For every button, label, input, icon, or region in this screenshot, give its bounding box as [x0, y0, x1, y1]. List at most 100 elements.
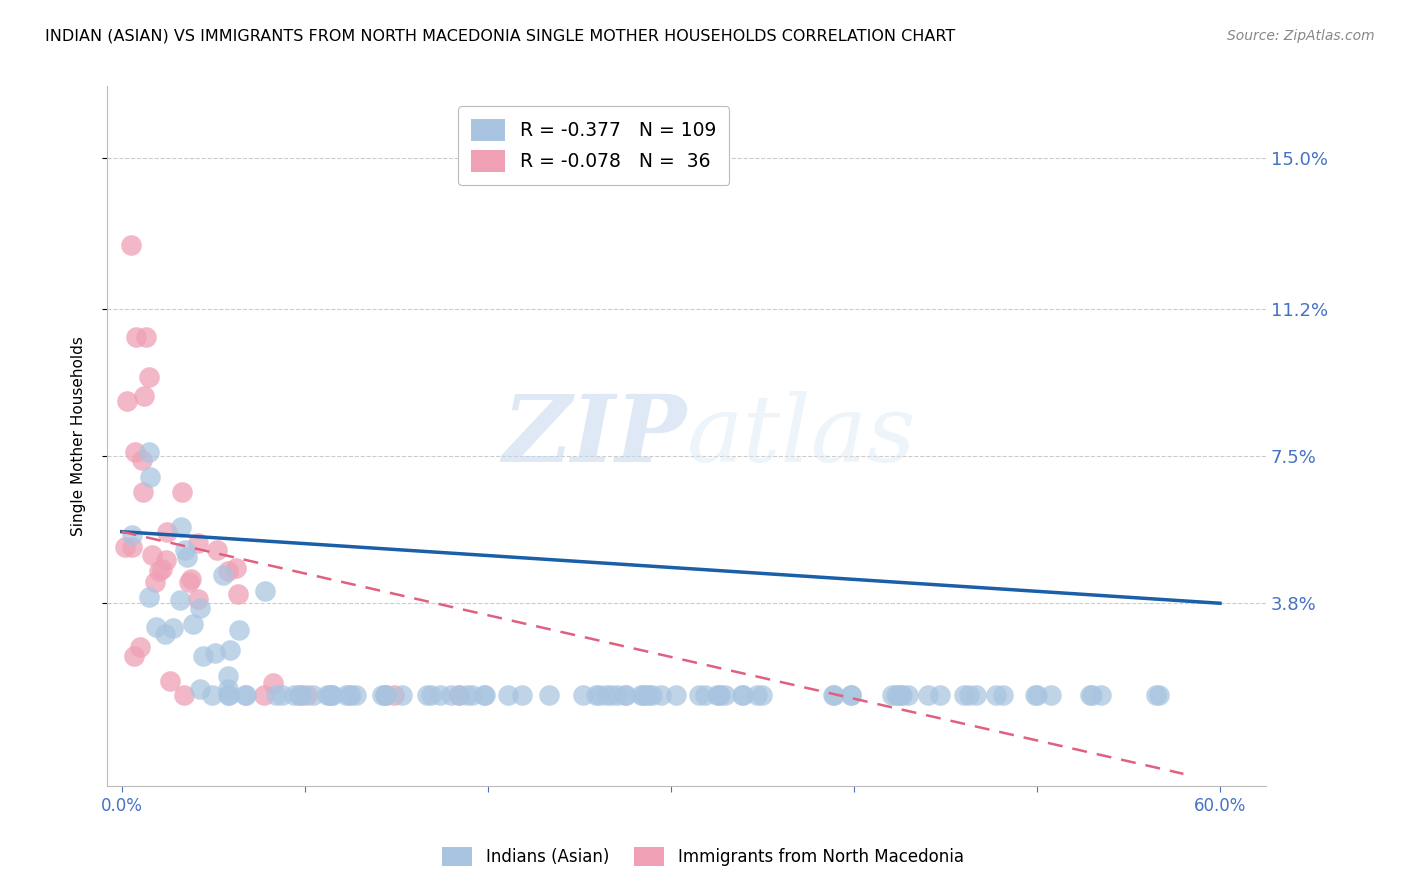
Point [588, 688, 610, 702]
Point [139, 470, 162, 484]
Text: atlas: atlas [686, 392, 915, 482]
Point [271, 688, 294, 702]
Point [114, 541, 136, 555]
Point [135, 329, 157, 343]
Point [474, 688, 496, 702]
Point [217, 669, 239, 683]
Text: Source: ZipAtlas.com: Source: ZipAtlas.com [1227, 29, 1375, 43]
Point [374, 688, 396, 702]
Point [537, 688, 560, 702]
Point [225, 561, 247, 575]
Point [316, 688, 339, 702]
Point [187, 592, 209, 607]
Point [382, 688, 405, 702]
Point [709, 688, 731, 702]
Point [440, 688, 463, 702]
Point [176, 549, 198, 564]
Point [633, 688, 655, 702]
Point [193, 648, 215, 663]
Point [991, 688, 1014, 702]
Point [953, 688, 976, 702]
Point [897, 688, 920, 702]
Point [170, 485, 193, 500]
Point [153, 627, 176, 641]
Point [747, 688, 769, 702]
Point [169, 592, 191, 607]
Point [731, 688, 754, 702]
Point [337, 688, 360, 702]
Point [217, 564, 239, 578]
Point [650, 688, 672, 702]
Point [138, 369, 160, 384]
Point [665, 688, 688, 702]
Point [120, 238, 142, 252]
Point [447, 688, 470, 702]
Point [295, 688, 318, 702]
Point [340, 688, 363, 702]
Point [890, 688, 912, 702]
Point [115, 393, 138, 408]
Point [217, 681, 239, 696]
Point [228, 623, 250, 637]
Point [121, 540, 143, 554]
Point [143, 574, 166, 589]
Point [122, 649, 145, 664]
Point [344, 688, 367, 702]
Point [572, 688, 595, 702]
Point [693, 688, 716, 702]
Point [986, 688, 1008, 702]
Point [319, 688, 342, 702]
Point [170, 519, 193, 533]
Point [141, 549, 163, 563]
Point [880, 688, 903, 702]
Point [420, 688, 443, 702]
Point [181, 617, 204, 632]
Point [957, 688, 980, 702]
Point [614, 688, 637, 702]
Point [124, 445, 146, 459]
Point [233, 688, 256, 702]
Point [917, 688, 939, 702]
Point [839, 688, 862, 702]
Point [291, 688, 314, 702]
Point [156, 524, 179, 539]
Point [162, 621, 184, 635]
Point [283, 688, 305, 702]
Point [714, 688, 737, 702]
Point [204, 646, 226, 660]
Point [823, 688, 845, 702]
Point [150, 562, 173, 576]
Point [179, 575, 201, 590]
Point [254, 584, 277, 599]
Point [1024, 688, 1046, 702]
Point [132, 484, 155, 499]
Point [173, 543, 195, 558]
Point [190, 682, 212, 697]
Point [706, 688, 728, 702]
Point [375, 688, 398, 702]
Point [290, 688, 312, 702]
Point [335, 688, 357, 702]
Point [211, 568, 233, 582]
Point [1090, 688, 1112, 702]
Point [190, 600, 212, 615]
Point [391, 688, 413, 702]
Point [138, 445, 160, 459]
Point [638, 688, 661, 702]
Text: ZIP: ZIP [502, 392, 686, 482]
Point [264, 688, 287, 702]
Point [253, 688, 276, 702]
Point [187, 536, 209, 550]
Point [217, 688, 239, 702]
Point [321, 688, 343, 702]
Point [129, 640, 152, 654]
Point [132, 389, 155, 403]
Point [510, 688, 533, 702]
Point [155, 553, 177, 567]
Point [235, 688, 257, 702]
Point [731, 688, 754, 702]
Point [1144, 688, 1167, 702]
Point [841, 688, 863, 702]
Y-axis label: Single Mother Households: Single Mother Households [72, 336, 86, 536]
Point [173, 688, 195, 702]
